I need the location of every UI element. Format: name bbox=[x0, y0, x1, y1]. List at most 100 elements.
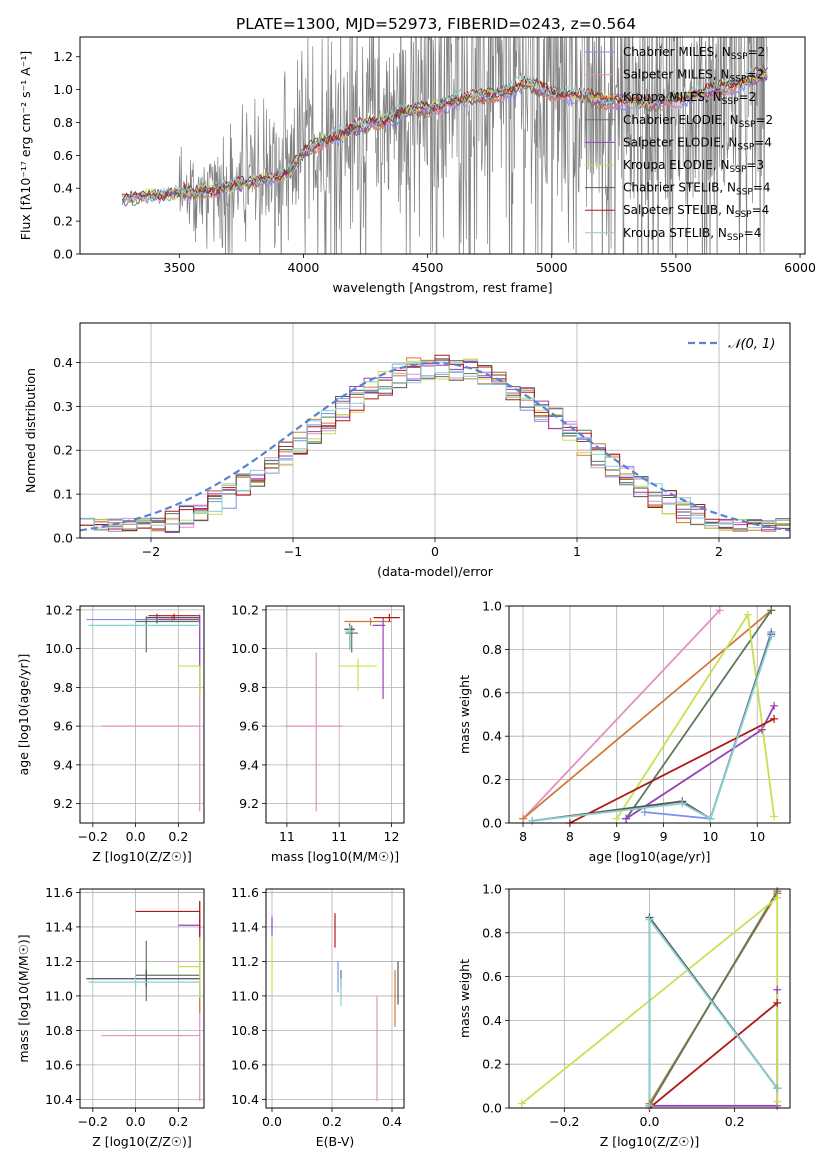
weight-marker-3 bbox=[767, 606, 776, 615]
errorbar-point-8 bbox=[88, 975, 200, 990]
x-tick-label: −0.2 bbox=[549, 1114, 579, 1129]
legend-value: =2 bbox=[748, 45, 766, 59]
y-tick-label: 10.8 bbox=[231, 1023, 259, 1038]
mass-vs-metallicity-panel: −0.2 0.0 0.2 10.4 10.6 10.8 11.0 11.2 11.4 11.6 Z … bbox=[16, 885, 205, 1149]
errorbar-point-4 bbox=[372, 617, 386, 699]
x-axis-label: mass [log10(M/M☉)] bbox=[271, 849, 399, 864]
y-tick-label: 0.6 bbox=[482, 685, 502, 700]
x-tick-label: 1 bbox=[573, 544, 581, 559]
legend-text: Kroupa STELIB, N bbox=[623, 226, 727, 240]
x-axis-label: E(B-V) bbox=[316, 1134, 355, 1149]
y-tick-label: 0.1 bbox=[53, 487, 73, 502]
model-spectrum-8 bbox=[121, 65, 768, 204]
legend-entry-1: Salpeter MILES, NSSP=2 bbox=[623, 68, 764, 85]
legend-value: =4 bbox=[754, 135, 772, 149]
legend-subscript: SSP bbox=[727, 233, 744, 243]
axes-frame bbox=[79, 605, 205, 824]
x-axis-label: Z [log10(Z/Z☉)] bbox=[92, 1134, 192, 1149]
axes-frame bbox=[79, 322, 791, 539]
errorbar-point-4 bbox=[178, 916, 201, 943]
x-tick-label: 0.0 bbox=[262, 1114, 282, 1129]
weight-line-4 bbox=[649, 989, 779, 1107]
y-tick-label: 9.6 bbox=[53, 719, 73, 734]
legend-entry-5: Kroupa ELODIE, NSSP=3 bbox=[623, 158, 764, 175]
legend-subscript: SSP bbox=[731, 52, 748, 62]
y-tick-label: 11.6 bbox=[45, 885, 73, 900]
x-tick-label: 0.2 bbox=[168, 1114, 188, 1129]
legend-value: =4 bbox=[744, 226, 762, 240]
plot-area bbox=[522, 609, 775, 823]
errorbar-point-8 bbox=[345, 625, 354, 651]
axes-frame bbox=[265, 888, 405, 1109]
y-tick-label: 0.8 bbox=[482, 642, 502, 657]
x-tick-label: 10 bbox=[749, 829, 765, 844]
weight-marker-2 bbox=[519, 814, 528, 823]
errorbar-point-5 bbox=[178, 665, 201, 696]
x-tick-label: 0.0 bbox=[126, 1114, 146, 1129]
axes-frame bbox=[79, 888, 205, 1109]
age-vs-mass-panel: 11 11 12 9.2 9.4 9.6 9.8 10.0 10.2 mass [log10(M/… bbox=[231, 602, 405, 864]
y-axis-label: Flux [fλ10⁻¹⁷ erg cm⁻² s⁻¹ A⁻¹] bbox=[18, 51, 33, 240]
y-tick-label: 9.8 bbox=[239, 680, 259, 695]
x-tick-label: 0.4 bbox=[382, 1114, 402, 1129]
x-tick-label: 11 bbox=[331, 829, 347, 844]
axes-frame bbox=[265, 605, 405, 824]
weight-marker-8 bbox=[678, 799, 687, 808]
y-tick-label: 10.4 bbox=[45, 1092, 73, 1107]
y-tick-label: 10.0 bbox=[231, 641, 259, 656]
weight-line-4 bbox=[625, 705, 775, 820]
errorbar-point-2 bbox=[146, 615, 200, 622]
x-tick-label: 0.0 bbox=[640, 1114, 660, 1129]
legend-subscript: SSP bbox=[735, 210, 752, 220]
errorbar-point-3 bbox=[135, 617, 200, 653]
y-tick-label: 11.0 bbox=[45, 988, 73, 1003]
y-tick-label: 11.2 bbox=[231, 954, 259, 969]
spectrum-panel: 3500 4000 4500 5000 5500 6000 0.0 0.2 0.4 0.6 0.8 1… bbox=[18, 36, 816, 295]
y-tick-label: 0.4 bbox=[53, 181, 73, 196]
legend-entry-7: Salpeter STELIB, NSSP=4 bbox=[623, 203, 769, 220]
y-tick-label: 0.6 bbox=[53, 148, 73, 163]
legend-text: Chabrier STELIB, N bbox=[623, 181, 736, 195]
legend-value: =2 bbox=[755, 113, 773, 127]
errorbar-point-8 bbox=[88, 621, 200, 630]
y-tick-label: 0.3 bbox=[53, 399, 73, 414]
weight-marker-8 bbox=[706, 814, 715, 823]
weight-marker-5 bbox=[773, 1097, 782, 1106]
y-axis-label: mass [log10(M/M☉)] bbox=[16, 934, 31, 1062]
legend-subscript: SSP bbox=[722, 97, 739, 107]
y-tick-label: 10.6 bbox=[231, 1057, 259, 1072]
errorbar-point-7 bbox=[148, 613, 200, 620]
weight-marker-4 bbox=[622, 814, 631, 823]
y-tick-label: 11.4 bbox=[231, 919, 259, 934]
weight-line-8 bbox=[648, 917, 778, 1106]
weight-marker-5 bbox=[770, 812, 779, 821]
y-tick-label: 11.0 bbox=[231, 988, 259, 1003]
legend-text: Chabrier ELODIE, N bbox=[623, 113, 739, 127]
y-tick-label: 9.8 bbox=[53, 680, 73, 695]
y-tick-label: 0.2 bbox=[482, 772, 502, 787]
weight-marker-5 bbox=[612, 814, 621, 823]
y-tick-label: 10.6 bbox=[45, 1057, 73, 1072]
y-tick-label: 0.8 bbox=[53, 115, 73, 130]
y-tick-label: 0.2 bbox=[53, 443, 73, 458]
legend-entry-3: Chabrier ELODIE, NSSP=2 bbox=[623, 113, 773, 130]
x-axis-label: Z [log10(Z/Z☉)] bbox=[600, 1134, 700, 1149]
x-tick-label: 5000 bbox=[536, 260, 568, 275]
weight-line-3 bbox=[625, 609, 773, 820]
y-tick-label: 1.0 bbox=[53, 82, 73, 97]
y-tick-label: 9.2 bbox=[239, 796, 259, 811]
x-tick-label: −1 bbox=[284, 544, 302, 559]
x-axis-label: (data-model)/error bbox=[377, 564, 494, 579]
y-tick-label: 10.0 bbox=[45, 641, 73, 656]
x-tick-label: 12 bbox=[384, 829, 400, 844]
y-tick-label: 0.2 bbox=[482, 1057, 502, 1072]
weight-marker-4 bbox=[770, 701, 779, 710]
errorbar-point-7 bbox=[373, 613, 400, 622]
y-tick-label: 11.4 bbox=[45, 919, 73, 934]
weight-marker-7 bbox=[773, 998, 782, 1007]
y-tick-label: 0.0 bbox=[482, 1101, 502, 1116]
y-tick-label: 0.6 bbox=[482, 969, 502, 984]
legend-text: Salpeter MILES, N bbox=[623, 68, 730, 82]
y-tick-label: 9.6 bbox=[239, 719, 259, 734]
x-tick-label: 3500 bbox=[163, 260, 195, 275]
